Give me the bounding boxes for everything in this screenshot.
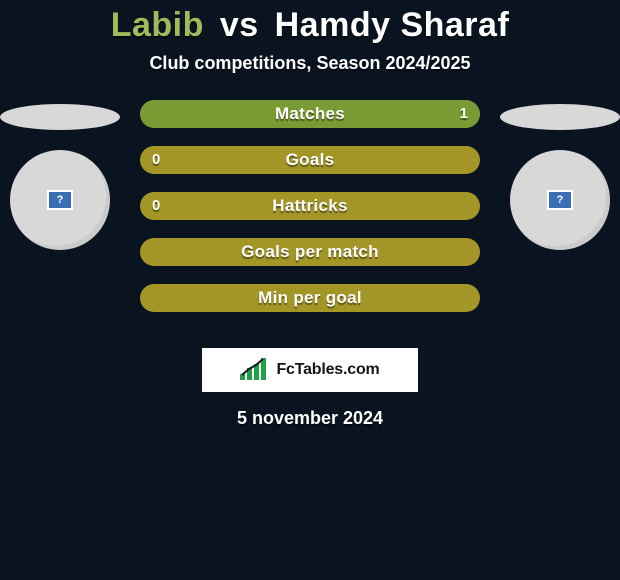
stat-matches-label: Matches (275, 104, 345, 124)
stat-hattricks-left: 0 (140, 192, 172, 220)
player2-photo-placeholder (500, 104, 620, 130)
bars-icon (240, 358, 270, 382)
stat-gpm-label: Goals per match (241, 242, 379, 262)
stat-mpg-left (140, 284, 164, 312)
stat-row-hattricks: 0 Hattricks (140, 192, 480, 220)
stat-matches-left (140, 100, 164, 128)
stat-hattricks-label: Hattricks (272, 196, 347, 216)
stats-list: Matches 1 0 Goals 0 Hattricks Goals per … (140, 100, 480, 312)
fctables-logo: FcTables.com (240, 358, 379, 382)
stat-matches-right: 1 (448, 100, 480, 128)
stat-goals-right (456, 146, 480, 174)
player2-column (500, 100, 620, 250)
stat-gpm-right (456, 238, 480, 266)
subtitle: Club competitions, Season 2024/2025 (0, 53, 620, 74)
stat-goals-left: 0 (140, 146, 172, 174)
stat-row-goals-per-match: Goals per match (140, 238, 480, 266)
player1-column (0, 100, 120, 250)
comparison-card: Labib vs Hamdy Sharaf Club competitions,… (0, 0, 620, 429)
player2-club-badge (510, 150, 610, 250)
player1-club-badge (10, 150, 110, 250)
unknown-club-icon (547, 190, 573, 210)
stat-gpm-left (140, 238, 164, 266)
stat-mpg-right (456, 284, 480, 312)
stat-row-matches: Matches 1 (140, 100, 480, 128)
stat-row-goals: 0 Goals (140, 146, 480, 174)
player1-photo-placeholder (0, 104, 120, 130)
stat-goals-label: Goals (286, 150, 335, 170)
player1-name: Labib (111, 6, 204, 44)
stat-mpg-label: Min per goal (258, 288, 362, 308)
player2-name: Hamdy Sharaf (275, 6, 510, 44)
unknown-club-icon (47, 190, 73, 210)
vs-separator: vs (220, 6, 259, 44)
attribution-banner[interactable]: FcTables.com (202, 348, 418, 392)
stat-hattricks-right (456, 192, 480, 220)
attribution-text: FcTables.com (276, 361, 379, 379)
page-title: Labib vs Hamdy Sharaf (0, 6, 620, 45)
snapshot-date: 5 november 2024 (0, 408, 620, 429)
stat-row-min-per-goal: Min per goal (140, 284, 480, 312)
comparison-body: Matches 1 0 Goals 0 Hattricks Goals per … (0, 100, 620, 330)
